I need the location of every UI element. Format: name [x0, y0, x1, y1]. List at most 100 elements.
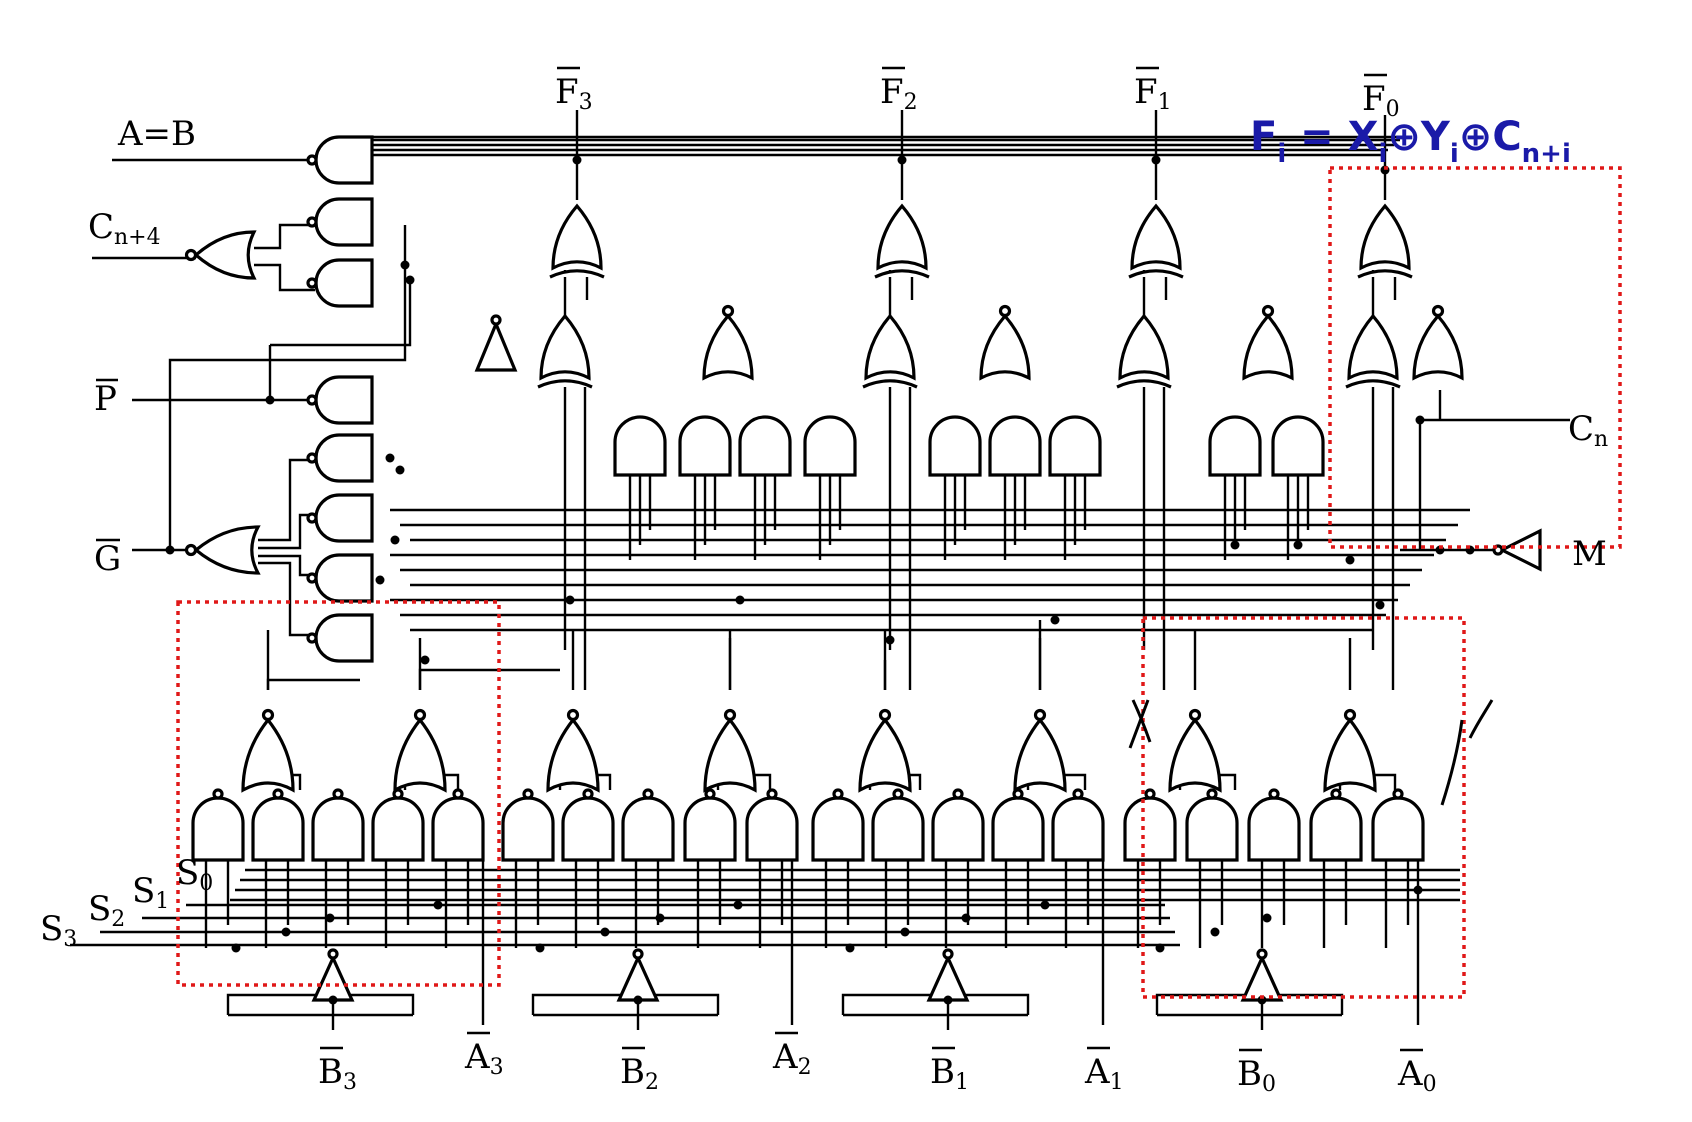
or-gate — [551, 203, 603, 271]
inversion-bubble — [952, 788, 964, 800]
inversion-bubble — [1392, 788, 1404, 800]
junction-dots — [165, 155, 1475, 1005]
inversion-bubble — [723, 708, 737, 722]
junction-dot — [325, 913, 335, 923]
junction-dot — [400, 260, 410, 270]
or-gate — [1130, 203, 1182, 271]
and-gate — [1371, 796, 1425, 862]
xor-input-arc — [1357, 269, 1413, 279]
and-gate — [928, 415, 982, 477]
buffer-gate — [616, 954, 660, 1002]
wire — [418, 668, 560, 690]
junction-dot — [885, 635, 895, 645]
label-m: M — [1572, 534, 1607, 574]
label-c-n-plus-4: Cn+4 — [88, 207, 161, 250]
and-gate — [311, 796, 365, 862]
and-gate — [314, 553, 374, 603]
label-b0-bar: B0 — [1237, 1054, 1276, 1097]
label-s1: S1 — [132, 871, 169, 914]
label-s2: S2 — [88, 889, 125, 932]
inversion-bubble — [184, 543, 198, 557]
and-gate — [371, 796, 425, 862]
junction-dot — [1050, 615, 1060, 625]
junction-dot — [572, 155, 582, 165]
wire — [258, 554, 318, 577]
label-b3-bar: B3 — [318, 1052, 357, 1095]
junction-dot — [733, 900, 743, 910]
label-a1-bar: A1 — [1084, 1052, 1124, 1095]
and-gate — [314, 493, 374, 543]
or-gate — [1013, 717, 1067, 793]
junction-dot — [735, 595, 745, 605]
and-gate — [314, 258, 374, 308]
and-gate — [991, 796, 1045, 862]
label-cn: Cn — [1568, 409, 1608, 452]
junction-dot — [405, 275, 415, 285]
inversion-bubble — [306, 154, 318, 166]
xor-input-arc — [874, 269, 930, 279]
and-gate — [1123, 796, 1177, 862]
label-a2-bar: A2 — [772, 1037, 812, 1080]
inversion-bubble — [998, 304, 1012, 318]
xor-input-arc — [1116, 379, 1172, 389]
inversion-bubble — [261, 708, 275, 722]
and-gate — [683, 796, 737, 862]
inversion-bubble — [332, 788, 344, 800]
or-gate — [193, 525, 261, 575]
label-p-bar: P — [94, 379, 117, 419]
or-gate — [1118, 313, 1170, 381]
inversion-bubble — [1431, 304, 1445, 318]
label-s3: S3 — [40, 909, 77, 952]
and-gate — [561, 796, 615, 862]
junction-dot — [165, 545, 175, 555]
junction-dot — [1375, 600, 1385, 610]
or-gate — [539, 313, 591, 381]
inversion-bubble — [1072, 788, 1084, 800]
buffer-gate — [311, 954, 355, 1002]
and-gate — [501, 796, 555, 862]
and-gate — [314, 613, 374, 663]
junction-dot — [1155, 943, 1165, 953]
inversion-bubble — [1188, 708, 1202, 722]
label-a3-bar: A3 — [464, 1037, 504, 1080]
inversion-bubble — [490, 314, 502, 326]
wire — [266, 678, 360, 690]
xor-input-arc — [537, 379, 593, 389]
junction-dot — [1413, 885, 1423, 895]
inversion-bubble — [306, 632, 318, 644]
and-gate — [314, 433, 374, 483]
and-gate — [613, 415, 667, 477]
or-gate — [241, 717, 295, 793]
or-gate — [1323, 717, 1377, 793]
inversion-bubble — [1343, 708, 1357, 722]
inversion-bubble — [892, 788, 904, 800]
junction-dot — [420, 655, 430, 665]
and-gate — [803, 415, 857, 477]
inversion-bubble — [1261, 304, 1275, 318]
or-gate — [1347, 313, 1399, 381]
junction-dot — [1345, 555, 1355, 565]
highlight-box-output-stage — [1328, 166, 1622, 549]
or-gate — [979, 313, 1031, 381]
bottom-overbars — [320, 1031, 1423, 1052]
wires — [70, 110, 1570, 1030]
or-gate — [702, 313, 754, 381]
label-b2-bar: B2 — [620, 1052, 659, 1095]
and-gate — [1051, 796, 1105, 862]
or-gate — [876, 203, 928, 271]
inversion-bubble — [184, 248, 198, 262]
label-f0-bar: F0 — [1362, 79, 1400, 122]
inversion-bubble — [642, 788, 654, 800]
and-gate — [191, 796, 245, 862]
junction-dot — [265, 395, 275, 405]
inversion-bubble — [1256, 948, 1268, 960]
label-a-equals-b: A=B — [117, 114, 196, 154]
junction-dot — [390, 535, 400, 545]
wire — [258, 561, 318, 637]
and-gate — [871, 796, 925, 862]
junction-dot — [633, 995, 643, 1005]
and-gate — [988, 415, 1042, 477]
label-f2-bar: F2 — [880, 72, 918, 115]
junction-dot — [961, 913, 971, 923]
junction-dot — [1040, 900, 1050, 910]
